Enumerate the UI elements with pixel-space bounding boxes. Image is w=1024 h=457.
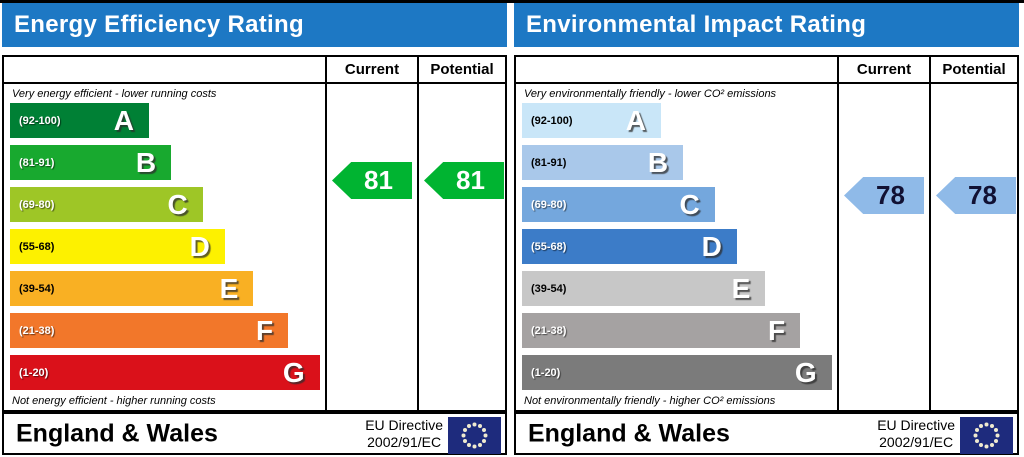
band-letter-label: D xyxy=(701,230,722,262)
rating-band-row: (92-100) A xyxy=(522,103,662,138)
column-divider xyxy=(929,57,931,410)
band-range-label: (21-38) xyxy=(531,324,567,337)
rating-band-row: (21-38) F xyxy=(10,313,289,348)
top-note: Very environmentally friendly - lower CO… xyxy=(524,88,777,100)
band-letter-label: D xyxy=(189,230,210,262)
header-row-border xyxy=(516,82,1017,84)
eu-directive-line1: EU Directive xyxy=(365,416,443,433)
band-letter-label: C xyxy=(167,188,188,220)
band-range-label: (39-54) xyxy=(19,282,55,295)
rating-bands: (92-100) A (81-91) B (69-80) C (55-68) D… xyxy=(10,103,326,397)
rating-band-row: (69-80) C xyxy=(522,187,715,222)
current-column-header: Current xyxy=(856,61,912,78)
potential-column-header: Potential xyxy=(430,61,494,78)
band-letter-label: G xyxy=(282,356,305,388)
top-note: Very energy efficient - lower running co… xyxy=(12,88,217,100)
band-letter-label: B xyxy=(647,146,669,178)
environmental-impact-header: Environmental Impact Rating xyxy=(514,3,1019,47)
potential-rating-arrow: 78 xyxy=(936,177,1016,214)
eu-directive-line1: EU Directive xyxy=(877,416,955,433)
region-label: England & Wales xyxy=(16,419,218,447)
energy-efficiency-table: Current Potential Very energy efficient … xyxy=(2,55,507,412)
band-range-label: (1-20) xyxy=(19,366,49,379)
band-range-label: (69-80) xyxy=(19,198,55,211)
band-letter-label: A xyxy=(113,104,135,136)
band-range-label: (69-80) xyxy=(531,198,567,211)
rating-band-row: (92-100) A xyxy=(10,103,150,138)
rating-band-row: (1-20) G xyxy=(522,355,832,390)
band-range-label: (81-91) xyxy=(531,156,567,169)
rating-bands: (92-100) A (81-91) B (69-80) C (55-68) D… xyxy=(522,103,838,397)
band-letter-label: F xyxy=(767,314,786,346)
rating-band-row: (81-91) B xyxy=(10,145,172,180)
band-range-label: (1-20) xyxy=(531,366,561,379)
column-divider xyxy=(325,57,327,410)
band-range-label: (39-54) xyxy=(531,282,567,295)
band-letter-label: C xyxy=(679,188,700,220)
potential-rating-arrow: 81 xyxy=(424,162,504,199)
rating-band-row: (39-54) E xyxy=(522,271,766,306)
environmental-impact-panel: Environmental Impact Rating Current Pote… xyxy=(512,0,1024,457)
environmental-impact-table: Current Potential Very environmentally f… xyxy=(514,55,1019,412)
eu-directive-label: EU Directive 2002/91/EC xyxy=(365,417,443,451)
eu-directive-line2: 2002/91/EC xyxy=(367,433,442,450)
region-label: England & Wales xyxy=(528,419,730,447)
column-divider xyxy=(837,57,839,410)
band-range-label: (92-100) xyxy=(531,114,573,127)
eu-directive-line2: 2002/91/EC xyxy=(879,433,954,450)
eu-flag-icon xyxy=(960,417,1013,454)
energy-efficiency-title: Energy Efficiency Rating xyxy=(14,11,304,38)
band-range-label: (81-91) xyxy=(19,156,55,169)
band-letter-label: B xyxy=(135,146,157,178)
potential-rating-value: 81 xyxy=(456,165,485,195)
current-rating-value: 78 xyxy=(876,180,905,210)
current-column-header: Current xyxy=(344,61,400,78)
rating-band-row: (55-68) D xyxy=(522,229,737,264)
bottom-note: Not environmentally friendly - higher CO… xyxy=(524,395,776,407)
eu-directive-label: EU Directive 2002/91/EC xyxy=(877,417,955,451)
header-row-border xyxy=(4,82,505,84)
potential-rating-value: 78 xyxy=(968,180,997,210)
rating-band-row: (1-20) G xyxy=(10,355,320,390)
band-range-label: (92-100) xyxy=(19,114,61,127)
current-rating-arrow: 81 xyxy=(332,162,412,199)
rating-band-row: (69-80) C xyxy=(10,187,203,222)
rating-band-row: (39-54) E xyxy=(10,271,254,306)
current-rating-arrow: 78 xyxy=(844,177,924,214)
column-divider xyxy=(417,57,419,410)
band-range-label: (55-68) xyxy=(19,240,55,253)
current-rating-value: 81 xyxy=(364,165,393,195)
band-letter-label: E xyxy=(731,272,751,304)
band-range-label: (21-38) xyxy=(19,324,55,337)
band-letter-label: F xyxy=(255,314,274,346)
environmental-impact-footer: England & Wales EU Directive 2002/91/EC xyxy=(514,412,1019,455)
environmental-impact-title: Environmental Impact Rating xyxy=(526,11,867,38)
rating-band-row: (55-68) D xyxy=(10,229,225,264)
band-letter-label: E xyxy=(219,272,239,304)
band-range-label: (55-68) xyxy=(531,240,567,253)
rating-band-row: (81-91) B xyxy=(522,145,684,180)
band-letter-label: A xyxy=(625,104,647,136)
potential-column-header: Potential xyxy=(942,61,1006,78)
energy-efficiency-panel: Energy Efficiency Rating Current Potenti… xyxy=(2,3,507,455)
bottom-note: Not energy efficient - higher running co… xyxy=(12,395,216,407)
top-border-line xyxy=(0,0,1024,3)
energy-efficiency-header: Energy Efficiency Rating xyxy=(2,3,507,47)
eu-flag-icon xyxy=(448,417,501,454)
band-letter-label: G xyxy=(794,356,817,388)
rating-band-row: (21-38) F xyxy=(522,313,801,348)
energy-efficiency-footer: England & Wales EU Directive 2002/91/EC xyxy=(2,412,507,455)
